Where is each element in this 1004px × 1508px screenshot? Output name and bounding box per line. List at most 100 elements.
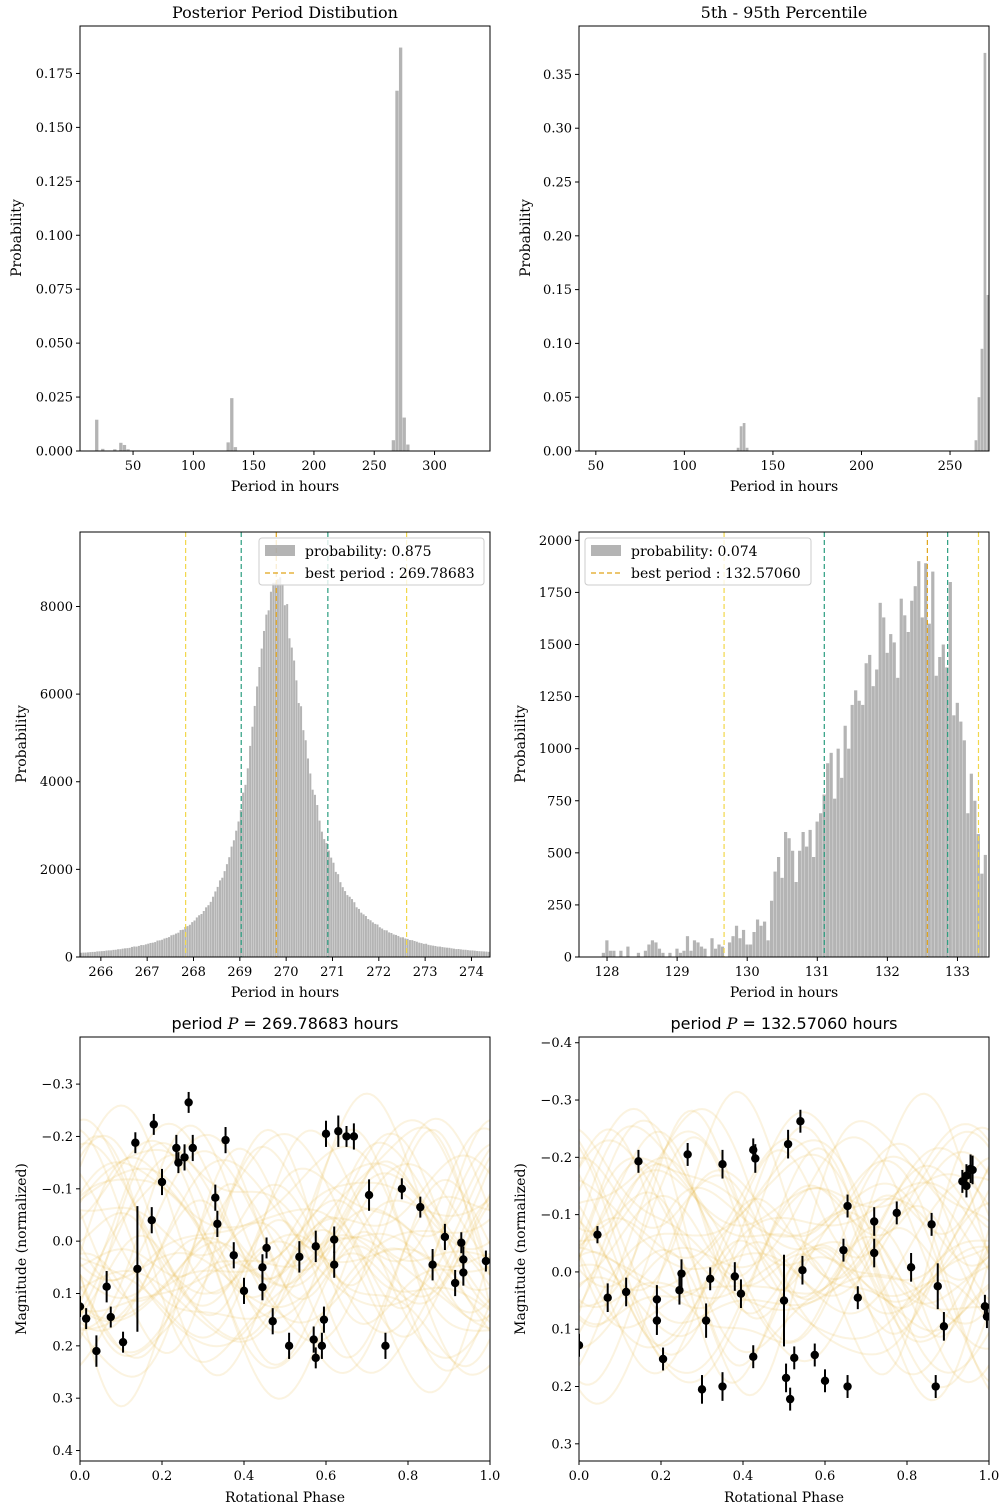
histogram-bar <box>126 449 130 451</box>
histogram-bar <box>801 832 805 957</box>
histogram-bar <box>422 943 425 957</box>
data-point <box>798 1266 807 1275</box>
histogram-bar <box>279 577 282 957</box>
y-tick-label: −0.1 <box>540 1208 572 1223</box>
data-point <box>92 1346 101 1356</box>
histogram-bar <box>202 911 205 957</box>
histogram-bars <box>95 47 410 451</box>
histogram-bar <box>899 598 903 957</box>
data-point <box>933 1282 942 1291</box>
histogram-bar <box>413 941 416 957</box>
y-tick-label: 0.25 <box>543 176 572 191</box>
y-tick-label: 2000 <box>40 863 73 878</box>
panel-title: period P = 132.57060 hours <box>671 1014 898 1033</box>
histogram-bar <box>124 948 127 957</box>
data-point <box>843 1382 852 1391</box>
x-tick-label: 270 <box>274 965 299 980</box>
histogram-bar <box>401 937 404 957</box>
x-tick-label: 150 <box>761 459 786 474</box>
histogram-bar <box>843 725 847 957</box>
histogram-bar <box>137 945 140 957</box>
histogram-bar <box>731 936 735 957</box>
histogram-bar <box>742 423 746 451</box>
histogram-bar <box>601 952 605 957</box>
data-point <box>188 1143 197 1153</box>
title-rest: = 269.78683 hours <box>238 1014 398 1033</box>
histogram-bar <box>931 571 935 957</box>
y-tick-label: 0.100 <box>36 229 73 244</box>
legend-bar-label: probability: 0.875 <box>305 544 432 560</box>
histogram-bar <box>439 946 442 957</box>
histogram-bar <box>168 937 171 957</box>
histogram-bar <box>371 922 374 957</box>
histogram-bar <box>367 919 370 957</box>
histogram-bar <box>330 857 333 957</box>
histogram-bars <box>80 577 490 957</box>
histogram-bar <box>200 914 203 957</box>
x-axis-label: Period in hours <box>730 479 838 495</box>
light-curve-panel-best-period: period P = 269.78683 hours 0.0 0.2 0.4 0.6 0… <box>14 1014 500 1506</box>
histogram-bar <box>300 706 303 957</box>
model-curve <box>579 1139 989 1374</box>
model-curve <box>579 1147 989 1343</box>
histogram-bar <box>98 951 101 957</box>
model-curve <box>579 1181 989 1349</box>
model-curve <box>80 1133 490 1372</box>
histogram-bar <box>144 944 147 957</box>
data-point <box>262 1243 271 1253</box>
histogram-bar <box>128 947 131 957</box>
plot-frame <box>79 531 491 958</box>
histogram-bar <box>720 946 725 957</box>
histogram-bar <box>696 942 700 957</box>
y-tick-label: 1250 <box>539 690 572 705</box>
legend: probability: 0.074 best period : 132.570… <box>584 537 812 586</box>
histogram-bar <box>195 917 198 957</box>
y-tick-label: 0 <box>65 951 73 966</box>
histogram-bar <box>710 938 714 957</box>
y-tick-label: 0.125 <box>36 175 73 190</box>
y-tick-label: 0.1 <box>551 1323 572 1338</box>
y-tick-label: 500 <box>547 846 572 861</box>
title-prefix: period <box>671 1014 727 1033</box>
y-tick-label: 0.1 <box>52 1287 73 1302</box>
model-curve <box>80 1154 490 1359</box>
y-tick-label: 0.20 <box>543 229 572 244</box>
data-point <box>211 1193 220 1202</box>
histogram-bar <box>889 634 893 957</box>
model-curve <box>80 1162 490 1309</box>
histogram-bar <box>752 932 756 957</box>
histogram-bar <box>829 752 833 957</box>
histogram-bar <box>636 952 641 957</box>
data-point <box>796 1117 805 1126</box>
histogram-bar <box>381 928 384 957</box>
histogram-bar <box>114 949 117 957</box>
y-tick-label: −0.3 <box>540 1094 572 1109</box>
title-variable: P <box>227 1014 239 1033</box>
histogram-bar <box>661 952 665 957</box>
histogram-bar <box>703 948 707 957</box>
model-curve <box>579 1153 989 1339</box>
data-point <box>658 1354 668 1364</box>
data-point <box>180 1153 189 1162</box>
histogram-bar <box>149 942 152 957</box>
histogram-bar <box>395 934 398 957</box>
title-rest: = 132.57060 hours <box>737 1014 897 1033</box>
histogram-bar <box>794 882 798 957</box>
histogram-bar <box>808 829 812 957</box>
histogram-bar <box>135 946 138 957</box>
y-tick-label: 0.4 <box>52 1444 73 1459</box>
model-curve <box>80 1119 490 1354</box>
histogram-bar <box>986 294 989 451</box>
histogram-bar <box>112 949 115 957</box>
y-tick-label: 0 <box>564 951 572 966</box>
data-point <box>330 1260 339 1269</box>
model-curve <box>80 1139 490 1369</box>
y-tick-label: 0.175 <box>36 67 73 82</box>
histogram-bar <box>920 617 924 957</box>
histogram-bar <box>769 900 774 957</box>
histogram-bar <box>748 944 753 957</box>
x-tick-label: 0.2 <box>152 1469 173 1484</box>
histogram-bar <box>260 648 263 957</box>
histogram-bar <box>121 948 124 957</box>
model-curve <box>80 1129 490 1339</box>
